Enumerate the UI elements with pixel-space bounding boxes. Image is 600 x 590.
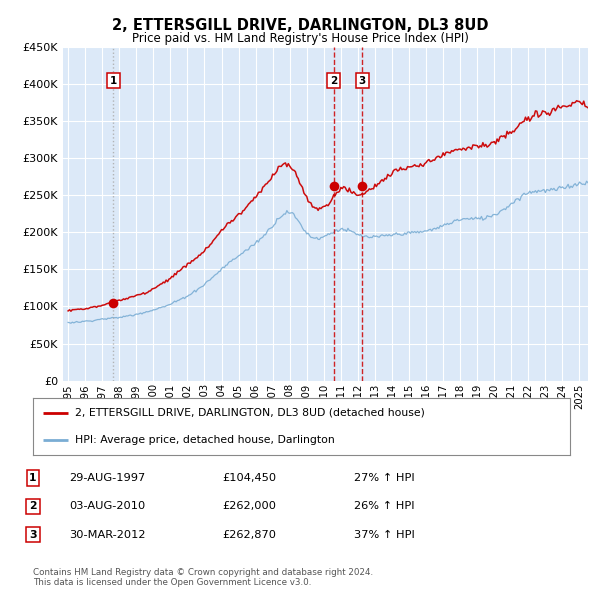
Text: £262,000: £262,000 — [222, 502, 276, 511]
Text: 1: 1 — [110, 76, 117, 86]
Text: 1: 1 — [29, 473, 37, 483]
Text: 30-MAR-2012: 30-MAR-2012 — [69, 530, 146, 539]
Text: £104,450: £104,450 — [222, 473, 276, 483]
Text: 26% ↑ HPI: 26% ↑ HPI — [354, 502, 415, 511]
Text: 2, ETTERSGILL DRIVE, DARLINGTON, DL3 8UD: 2, ETTERSGILL DRIVE, DARLINGTON, DL3 8UD — [112, 18, 488, 33]
Text: 2, ETTERSGILL DRIVE, DARLINGTON, DL3 8UD (detached house): 2, ETTERSGILL DRIVE, DARLINGTON, DL3 8UD… — [75, 408, 425, 418]
Text: 37% ↑ HPI: 37% ↑ HPI — [354, 530, 415, 539]
Text: 3: 3 — [29, 530, 37, 539]
Text: HPI: Average price, detached house, Darlington: HPI: Average price, detached house, Darl… — [75, 435, 335, 445]
Text: Contains HM Land Registry data © Crown copyright and database right 2024.
This d: Contains HM Land Registry data © Crown c… — [33, 568, 373, 587]
Text: £262,870: £262,870 — [222, 530, 276, 539]
Text: Price paid vs. HM Land Registry's House Price Index (HPI): Price paid vs. HM Land Registry's House … — [131, 32, 469, 45]
Text: 3: 3 — [359, 76, 366, 86]
Text: 2: 2 — [330, 76, 337, 86]
Text: 03-AUG-2010: 03-AUG-2010 — [69, 502, 145, 511]
Text: 2: 2 — [29, 502, 37, 511]
Text: 29-AUG-1997: 29-AUG-1997 — [69, 473, 145, 483]
Text: 27% ↑ HPI: 27% ↑ HPI — [354, 473, 415, 483]
